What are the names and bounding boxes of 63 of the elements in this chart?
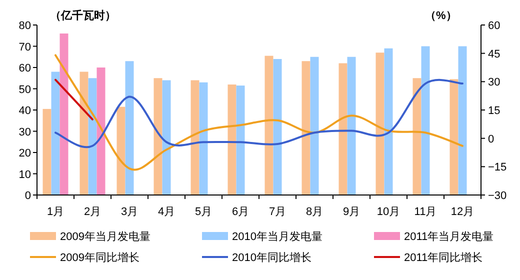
y2-tick-label: 0 <box>488 133 494 146</box>
bar <box>60 34 68 195</box>
line-series <box>54 54 464 171</box>
bar <box>162 80 171 195</box>
bar <box>302 61 310 195</box>
x-tick-label: 7月 <box>268 206 286 218</box>
y2-tick-label: −30 <box>488 190 507 202</box>
bar <box>376 52 384 195</box>
bar <box>88 78 97 195</box>
bar <box>190 80 200 195</box>
x-tick-label: 8月 <box>306 206 324 218</box>
bar <box>96 68 106 195</box>
y-tick-label: 20 <box>18 148 31 160</box>
bar <box>228 84 236 195</box>
bar <box>116 106 126 195</box>
bar <box>125 61 134 195</box>
bar <box>450 79 458 195</box>
y-tick-label: 50 <box>18 84 31 96</box>
y2-tick-label: 60 <box>488 20 500 32</box>
bar <box>310 56 319 195</box>
bar <box>421 46 430 195</box>
x-tick-label: 4月 <box>158 206 176 218</box>
x-tick-label: 11月 <box>414 206 437 218</box>
bar <box>412 78 422 195</box>
bar <box>51 72 60 195</box>
bar <box>384 48 393 195</box>
y2-tick-label: −15 <box>488 162 507 174</box>
x-tick-label: 12月 <box>450 206 474 218</box>
bar <box>236 86 245 195</box>
y2-tick-label: 45 <box>488 48 500 60</box>
y-tick-label: 10 <box>18 168 31 181</box>
bar <box>80 72 88 195</box>
legend-label: 2010年当月发电量 <box>232 230 322 243</box>
y-tick-label: 60 <box>18 62 31 74</box>
y2-tick-label: 15 <box>488 105 500 117</box>
legend-label: 2009年当月发电量 <box>60 230 150 243</box>
bar <box>273 59 282 195</box>
legend-label: 2011年当月发电量 <box>404 230 494 243</box>
y-tick-label: 80 <box>18 20 31 32</box>
bar <box>264 56 274 195</box>
x-tick-label: 2月 <box>84 206 102 218</box>
y-tick-label: 40 <box>18 105 31 117</box>
x-tick-label: 5月 <box>194 206 212 218</box>
bar <box>42 108 52 195</box>
bar <box>338 63 348 195</box>
y-tick-label: 70 <box>18 41 31 54</box>
legend-label: 2009年同比增长 <box>60 251 140 264</box>
bar <box>347 56 356 195</box>
x-tick-label: 9月 <box>342 206 360 218</box>
y2-tick-label: 30 <box>488 76 500 89</box>
legend-label: 2010年同比增长 <box>232 251 312 264</box>
x-tick-label: 3月 <box>120 206 138 218</box>
y-tick-label: 30 <box>18 126 31 138</box>
x-tick-label: 1月 <box>46 206 64 218</box>
legend-label: 2011年同比增长 <box>404 251 483 264</box>
y-axis-title: （亿千瓦时） <box>50 9 116 22</box>
bar <box>199 82 208 195</box>
x-tick-label: 10月 <box>376 206 400 218</box>
y2-axis-title: （%） <box>425 10 457 22</box>
bar <box>154 78 162 195</box>
x-tick-label: 6月 <box>232 206 250 218</box>
bar <box>458 46 467 195</box>
y-tick-label: 0 <box>24 190 31 202</box>
